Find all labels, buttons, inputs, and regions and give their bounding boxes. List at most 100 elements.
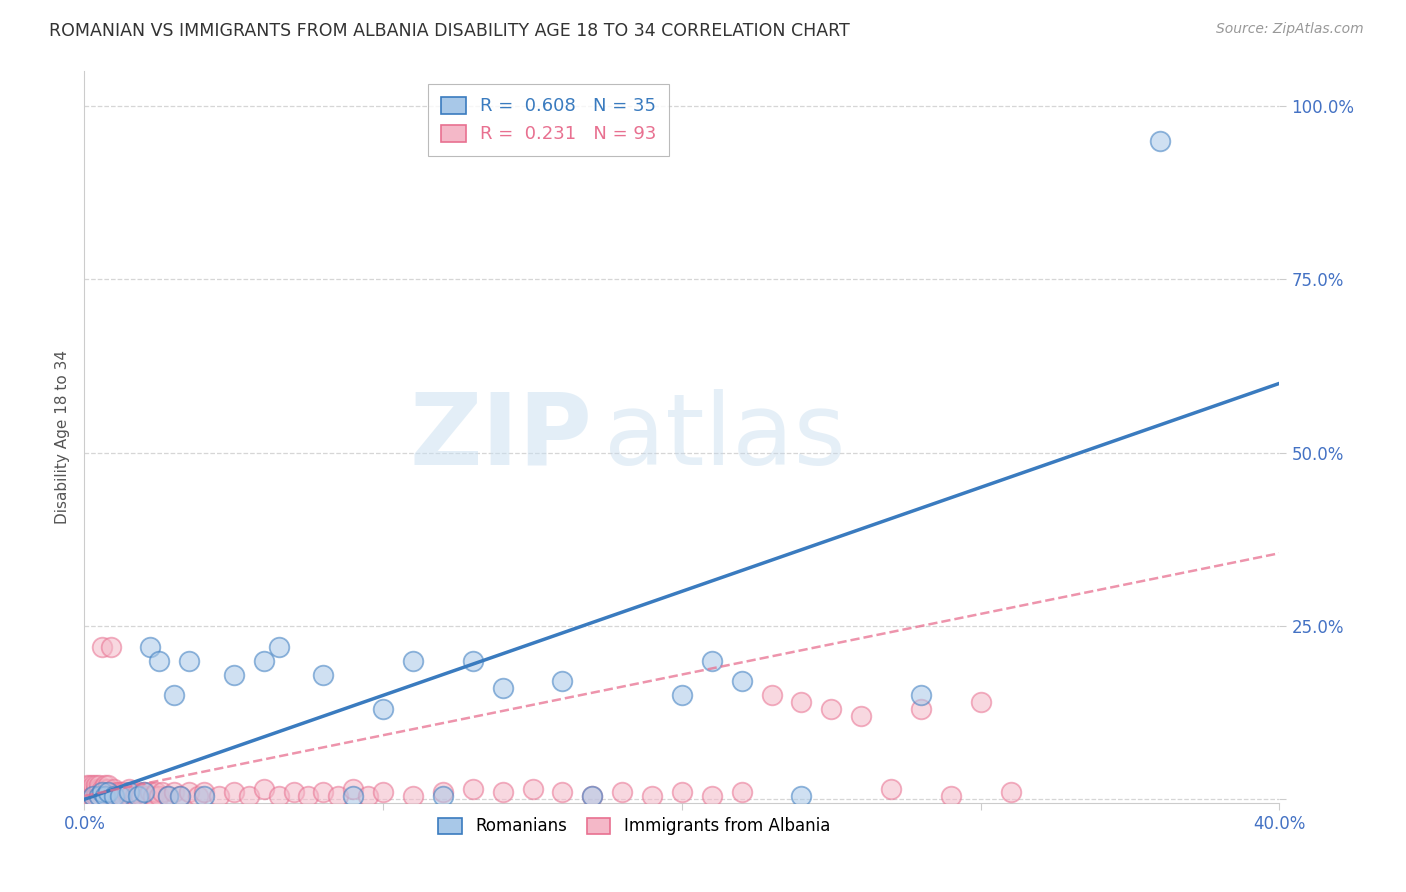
Point bbox=[89, 779, 111, 793]
Point bbox=[581, 789, 603, 803]
Point bbox=[103, 785, 125, 799]
Point bbox=[132, 785, 156, 799]
Point bbox=[253, 654, 276, 668]
Point bbox=[91, 785, 114, 799]
Point bbox=[312, 667, 335, 681]
Point bbox=[139, 785, 162, 799]
Point bbox=[761, 689, 783, 703]
Point bbox=[342, 789, 364, 803]
Point bbox=[939, 789, 962, 803]
Point bbox=[700, 789, 723, 803]
Point bbox=[82, 781, 104, 796]
Point bbox=[163, 689, 186, 703]
Point bbox=[94, 779, 117, 793]
Point bbox=[142, 789, 165, 803]
Point bbox=[86, 781, 108, 796]
Point bbox=[157, 789, 180, 803]
Point bbox=[76, 781, 98, 796]
Point bbox=[103, 789, 125, 803]
Point bbox=[820, 702, 842, 716]
Point bbox=[94, 785, 117, 799]
Point bbox=[187, 789, 209, 803]
Point bbox=[110, 789, 132, 803]
Point bbox=[731, 785, 754, 799]
Point bbox=[112, 785, 135, 799]
Point bbox=[461, 781, 484, 796]
Point bbox=[402, 789, 425, 803]
Point bbox=[880, 781, 903, 796]
Point bbox=[79, 785, 101, 799]
Point bbox=[82, 789, 104, 803]
Legend: Romanians, Immigrants from Albania: Romanians, Immigrants from Albania bbox=[432, 811, 837, 842]
Point bbox=[402, 654, 425, 668]
Point bbox=[169, 789, 191, 803]
Point bbox=[312, 785, 335, 799]
Point bbox=[492, 681, 515, 696]
Point bbox=[267, 640, 290, 654]
Point bbox=[94, 781, 117, 796]
Point bbox=[86, 789, 108, 803]
Point bbox=[357, 789, 380, 803]
Point bbox=[297, 789, 319, 803]
Point bbox=[163, 785, 186, 799]
Point bbox=[82, 789, 104, 803]
Text: ROMANIAN VS IMMIGRANTS FROM ALBANIA DISABILITY AGE 18 TO 34 CORRELATION CHART: ROMANIAN VS IMMIGRANTS FROM ALBANIA DISA… bbox=[49, 22, 851, 40]
Point bbox=[851, 709, 873, 723]
Point bbox=[76, 785, 98, 799]
Point bbox=[105, 789, 128, 803]
Point bbox=[112, 789, 135, 803]
Point bbox=[76, 779, 98, 793]
Point bbox=[105, 785, 128, 799]
Text: atlas: atlas bbox=[605, 389, 846, 485]
Point bbox=[97, 785, 120, 799]
Point bbox=[121, 785, 143, 799]
Point bbox=[127, 785, 149, 799]
Point bbox=[100, 640, 122, 654]
Point bbox=[208, 789, 231, 803]
Point bbox=[136, 789, 159, 803]
Point bbox=[157, 789, 180, 803]
Point bbox=[129, 789, 152, 803]
Point bbox=[89, 781, 111, 796]
Point bbox=[100, 789, 122, 803]
Point bbox=[970, 695, 993, 709]
Point bbox=[910, 689, 932, 703]
Point bbox=[641, 789, 664, 803]
Point bbox=[373, 702, 395, 716]
Point bbox=[461, 654, 484, 668]
Point bbox=[177, 785, 200, 799]
Point bbox=[551, 674, 574, 689]
Point bbox=[790, 789, 813, 803]
Point bbox=[110, 789, 132, 803]
Point bbox=[118, 785, 141, 799]
Point bbox=[193, 789, 215, 803]
Point bbox=[790, 695, 813, 709]
Point bbox=[118, 789, 141, 803]
Text: ZIP: ZIP bbox=[409, 389, 592, 485]
Point bbox=[139, 640, 162, 654]
Point bbox=[97, 781, 120, 796]
Point bbox=[193, 785, 215, 799]
Point bbox=[91, 781, 114, 796]
Point bbox=[238, 789, 260, 803]
Text: Source: ZipAtlas.com: Source: ZipAtlas.com bbox=[1216, 22, 1364, 37]
Point bbox=[551, 785, 574, 799]
Point bbox=[124, 789, 146, 803]
Point bbox=[79, 779, 101, 793]
Point bbox=[79, 789, 101, 803]
Point bbox=[671, 785, 693, 799]
Point bbox=[432, 789, 454, 803]
Point bbox=[1000, 785, 1022, 799]
Point bbox=[222, 667, 245, 681]
Point bbox=[581, 789, 603, 803]
Point bbox=[700, 654, 723, 668]
Point bbox=[671, 689, 693, 703]
Point bbox=[492, 785, 515, 799]
Point bbox=[97, 779, 120, 793]
Point bbox=[89, 789, 111, 803]
Point bbox=[1149, 134, 1171, 148]
Point bbox=[148, 789, 170, 803]
Point bbox=[82, 785, 104, 799]
Point bbox=[522, 781, 544, 796]
Point bbox=[148, 654, 170, 668]
